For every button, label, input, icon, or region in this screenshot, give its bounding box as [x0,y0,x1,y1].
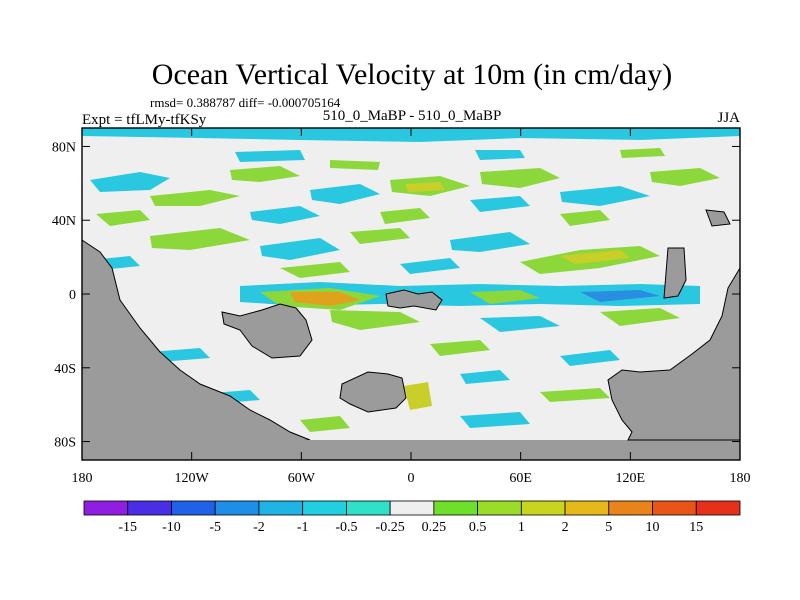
x-tick-label: 0 [408,471,415,486]
colorbar-swatch [652,500,697,516]
colorbar-swatch [83,500,129,516]
land-masses [81,209,741,461]
map-panel: 80N 40N 0 40S 80S 180 120W 60W 0 60E 120E 180 [52,127,751,486]
colorbar-swatch [214,500,260,516]
y-tick-label: 40S [54,362,76,377]
y-tick-label: 0 [69,288,76,303]
land-east-strip [663,247,687,299]
figure-title: Ocean Vertical Velocity at 10m (in cm/da… [152,58,672,91]
colorbar-swatch [695,500,741,516]
colorbar: -15 -10 -5 -2 -1 -0.5 -0.25 0.25 0.5 1 2 5 10 15 [83,500,741,535]
x-axis: 180 120W 60W 0 60E 120E 180 [72,128,751,486]
stats-label: rmsd= 0.388787 diff= -0.000705164 [150,95,341,110]
colorbar-swatch [433,500,479,516]
y-tick-label: 80N [52,140,76,155]
land-southern-island [339,371,407,413]
y-axis: 80N 40N 0 40S 80S [52,140,740,451]
colorbar-label: -5 [209,520,221,535]
colorbar-label: -10 [162,520,181,535]
anomaly-patches [82,128,740,432]
colorbar-swatch [608,500,653,516]
colorbar-label: 1 [518,520,525,535]
land-equatorial-island [385,289,443,311]
colorbar-swatch [258,500,304,516]
x-tick-label: 60E [509,471,532,486]
period-label: 510_0_MaBP - 510_0_MaBP [323,108,502,124]
land-central-island [221,303,313,359]
colorbar-label: -0.25 [376,520,405,535]
colorbar-label: 15 [689,520,703,535]
land-northeast [705,209,731,227]
colorbar-label: -1 [297,520,309,535]
colorbar-label: -0.5 [335,520,357,535]
colorbar-label: 0.5 [469,520,487,535]
colorbar-swatch [477,500,522,516]
colorbar-label: -15 [118,520,137,535]
colorbar-swatch [127,500,172,516]
land-west [81,239,311,461]
colorbar-label: 5 [605,520,612,535]
experiment-label: Expt = tfLMy-tfKSy [82,112,207,128]
colorbar-swatch [520,500,566,516]
colorbar-swatch [564,500,610,516]
colorbar-label: 10 [646,520,660,535]
land-east [607,266,741,441]
x-tick-label: 120E [616,471,646,486]
colorbar-swatch [345,500,391,516]
colorbar-swatch [171,500,216,516]
y-tick-label: 80S [54,436,76,451]
x-tick-label: 60W [288,471,316,486]
season-label: JJA [717,110,740,126]
colorbar-label: 0.25 [422,520,447,535]
colorbar-label: -2 [253,520,265,535]
colorbar-swatch [389,500,435,516]
colorbar-swatch [302,500,347,516]
land-south-strip [82,440,740,460]
x-tick-label: 180 [72,471,93,486]
x-tick-label: 180 [730,471,751,486]
y-tick-label: 40N [52,214,76,229]
colorbar-label: 2 [562,520,569,535]
x-tick-label: 120W [175,471,210,486]
